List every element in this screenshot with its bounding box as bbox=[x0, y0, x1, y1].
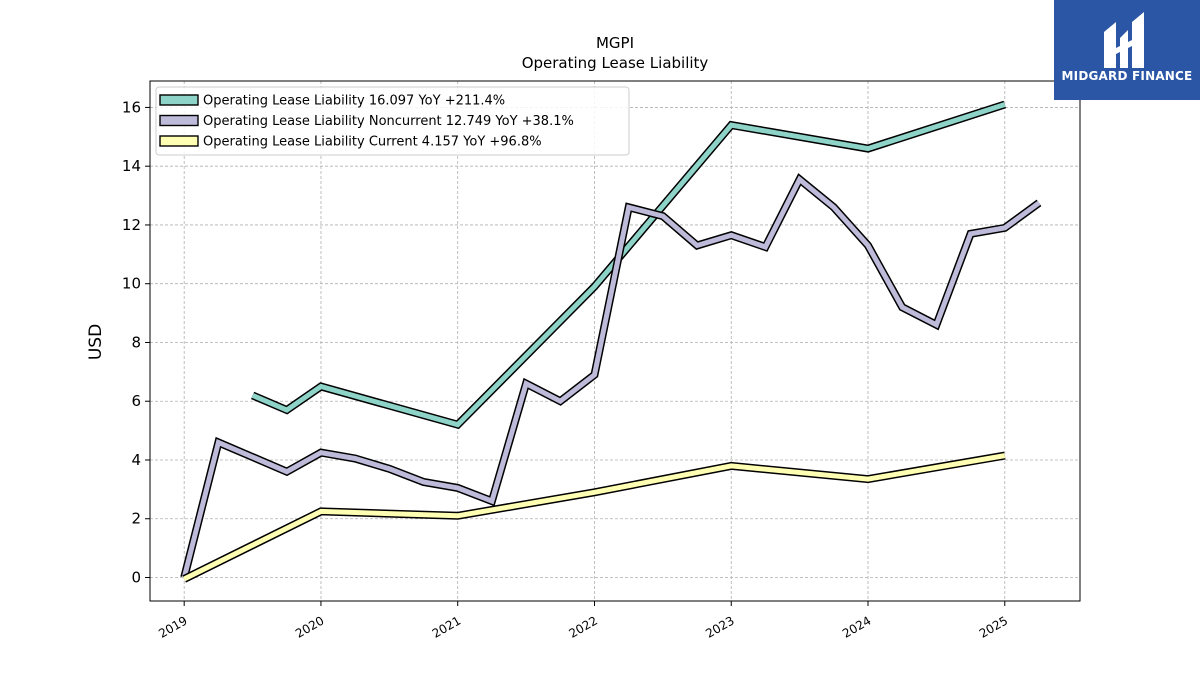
y-tick-label: 4 bbox=[131, 451, 141, 469]
series-line-1 bbox=[181, 175, 1041, 579]
legend: Operating Lease Liability 16.097 YoY +21… bbox=[155, 86, 630, 156]
series-line-0 bbox=[251, 102, 1006, 428]
x-tick-label: 2020 bbox=[293, 613, 326, 640]
series-lines bbox=[180, 100, 1042, 583]
x-tick-label: 2021 bbox=[430, 613, 463, 640]
series-line-2 bbox=[183, 453, 1006, 582]
y-tick-label: 14 bbox=[122, 157, 141, 175]
x-tick-label: 2022 bbox=[567, 613, 600, 640]
y-tick-label: 8 bbox=[131, 333, 141, 351]
y-tick-label: 0 bbox=[131, 568, 141, 586]
legend-entry: Operating Lease Liability 16.097 YoY +21… bbox=[203, 94, 505, 109]
y-tick-label: 16 bbox=[122, 98, 141, 116]
x-tick-label: 2024 bbox=[840, 613, 873, 640]
x-tick-label: 2023 bbox=[703, 613, 736, 640]
logo-text: MIDGARD FINANCE bbox=[1061, 69, 1193, 83]
y-tick-label: 12 bbox=[122, 216, 141, 234]
y-tick-label: 2 bbox=[131, 510, 141, 528]
legend-entry: Operating Lease Liability Noncurrent 12.… bbox=[203, 114, 574, 129]
x-tick-label: 2025 bbox=[977, 613, 1010, 640]
plot-frame bbox=[149, 80, 1081, 602]
chart-title: MGPI bbox=[596, 34, 634, 52]
legend-entry: Operating Lease Liability Current 4.157 … bbox=[203, 135, 542, 150]
legend-swatch bbox=[159, 94, 199, 106]
x-tick-label: 2019 bbox=[156, 613, 189, 640]
midgard-logo-icon bbox=[1104, 12, 1144, 68]
legend-swatch bbox=[159, 135, 199, 147]
chart-subtitle: Operating Lease Liability bbox=[522, 54, 709, 72]
y-tick-label: 10 bbox=[122, 275, 141, 293]
legend-box bbox=[155, 86, 630, 156]
legend-swatch bbox=[159, 114, 199, 127]
y-axis-label: USD bbox=[86, 324, 106, 360]
axis-ticks: 2019 2020 2021 2022 2023 2024 2025 0 2 4 6 8 10 12 14 1… bbox=[122, 98, 1010, 640]
brand-logo: MIDGARD FINANCE bbox=[1054, 0, 1200, 100]
y-tick-label: 6 bbox=[131, 392, 141, 410]
